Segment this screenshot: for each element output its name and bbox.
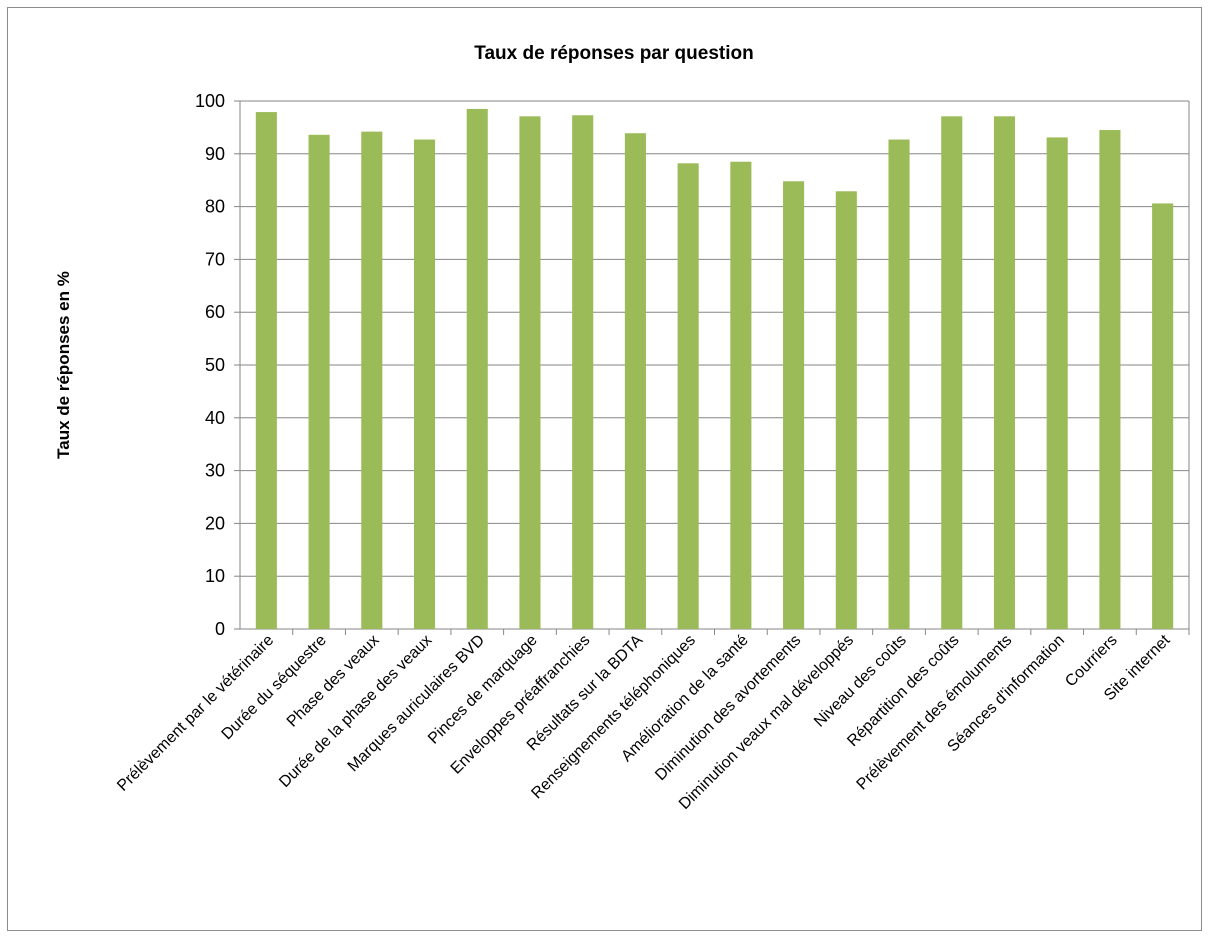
bar: [413, 139, 436, 629]
y-tick-label: 20: [205, 513, 225, 533]
bar: [835, 191, 857, 629]
y-tick-label: 70: [205, 249, 225, 269]
bar: [308, 134, 330, 630]
bar: [888, 139, 910, 629]
y-tick-label: 40: [205, 408, 225, 428]
bar: [361, 131, 383, 629]
bar: [466, 108, 488, 630]
y-tick-label: 30: [205, 461, 225, 481]
y-tick-label: 60: [205, 302, 225, 322]
bar: [1099, 130, 1121, 630]
bar: [572, 115, 594, 630]
x-tick-label: Phase des veaux: [284, 632, 383, 731]
y-tick-label: 90: [205, 144, 225, 164]
bar: [624, 133, 646, 629]
x-tick-label: Durée du séquestre: [219, 632, 330, 743]
y-tick-label: 80: [205, 197, 225, 217]
bar: [519, 116, 541, 629]
y-axis-label: Taux de réponses en %: [54, 271, 73, 459]
y-tick-label: 100: [195, 91, 225, 111]
bar: [783, 181, 805, 630]
bar: [677, 163, 699, 629]
bar: [1046, 137, 1068, 629]
bar: [255, 112, 277, 629]
bar: [730, 161, 752, 629]
bar: [1152, 203, 1174, 629]
y-tick-label: 50: [205, 355, 225, 375]
bar: [993, 116, 1016, 629]
chart-title: Taux de réponses par question: [474, 43, 753, 64]
y-tick-label: 10: [205, 566, 225, 586]
x-tick-label: Niveau des coûts: [811, 632, 910, 731]
y-tick-label: 0: [215, 619, 225, 639]
bar: [941, 116, 963, 629]
